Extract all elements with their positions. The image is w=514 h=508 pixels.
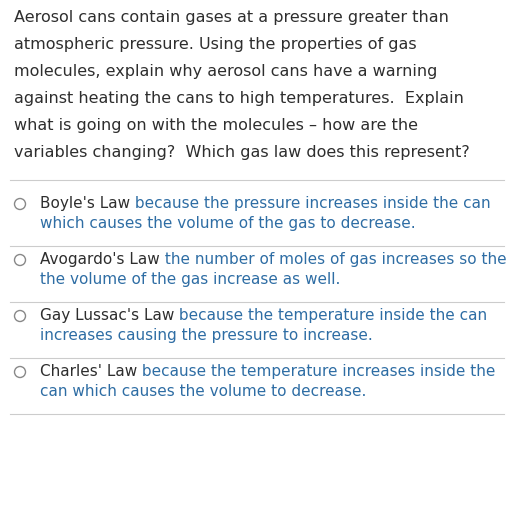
Text: against heating the cans to high temperatures.  Explain: against heating the cans to high tempera… xyxy=(14,91,464,106)
Text: can which causes the volume to decrease.: can which causes the volume to decrease. xyxy=(40,384,366,399)
Text: because the temperature inside the can: because the temperature inside the can xyxy=(174,308,487,323)
Text: increases causing the pressure to increase.: increases causing the pressure to increa… xyxy=(40,328,373,343)
Text: Avogardo's Law: Avogardo's Law xyxy=(40,252,160,267)
Text: because the temperature increases inside the: because the temperature increases inside… xyxy=(137,364,495,379)
Text: Aerosol cans contain gases at a pressure greater than: Aerosol cans contain gases at a pressure… xyxy=(14,10,449,25)
Text: molecules, explain why aerosol cans have a warning: molecules, explain why aerosol cans have… xyxy=(14,64,437,79)
Text: because the pressure increases inside the can: because the pressure increases inside th… xyxy=(130,196,491,211)
Text: what is going on with the molecules – how are the: what is going on with the molecules – ho… xyxy=(14,118,418,133)
Text: the number of moles of gas increases so the: the number of moles of gas increases so … xyxy=(160,252,506,267)
Text: variables changing?  Which gas law does this represent?: variables changing? Which gas law does t… xyxy=(14,145,470,160)
Text: Charles' Law: Charles' Law xyxy=(40,364,137,379)
Text: the volume of the gas increase as well.: the volume of the gas increase as well. xyxy=(40,272,340,287)
Text: atmospheric pressure. Using the properties of gas: atmospheric pressure. Using the properti… xyxy=(14,37,417,52)
Text: Boyle's Law: Boyle's Law xyxy=(40,196,130,211)
Text: which causes the volume of the gas to decrease.: which causes the volume of the gas to de… xyxy=(40,216,416,231)
Text: Gay Lussac's Law: Gay Lussac's Law xyxy=(40,308,174,323)
